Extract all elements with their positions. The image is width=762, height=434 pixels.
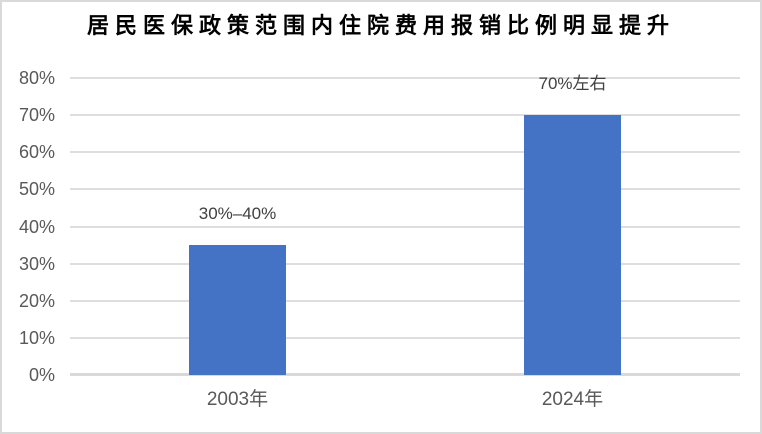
y-axis-tick-label: 30% xyxy=(18,253,55,274)
y-axis-tick-label: 50% xyxy=(18,179,55,200)
bar-data-label: 70%左右 xyxy=(538,74,607,94)
gridline xyxy=(70,299,740,302)
x-axis-category-label: 2024年 xyxy=(541,389,604,410)
x-axis-line xyxy=(70,373,740,376)
gridline xyxy=(70,114,740,117)
y-axis-tick-label: 0% xyxy=(28,365,55,385)
y-axis-tick-label: 60% xyxy=(18,142,55,163)
y-axis-tick-label: 70% xyxy=(18,105,55,126)
gridline xyxy=(70,262,740,265)
bar-data-label: 30%–40% xyxy=(198,204,277,224)
chart-title: 居民医保政策范围内住院费用报销比例明显提升 xyxy=(86,13,675,38)
y-axis-tick-label: 80% xyxy=(18,68,55,88)
y-axis-tick-label: 20% xyxy=(18,290,55,311)
gridline xyxy=(70,151,740,154)
y-axis-tick-label: 10% xyxy=(18,327,55,348)
x-axis-category-label: 2003年 xyxy=(206,389,269,410)
gridline xyxy=(70,336,740,339)
bar xyxy=(189,245,286,375)
gridline xyxy=(70,188,740,191)
bar xyxy=(524,115,621,375)
gridline xyxy=(70,77,740,79)
y-axis-tick-label: 40% xyxy=(18,216,55,237)
gridline xyxy=(70,225,740,228)
